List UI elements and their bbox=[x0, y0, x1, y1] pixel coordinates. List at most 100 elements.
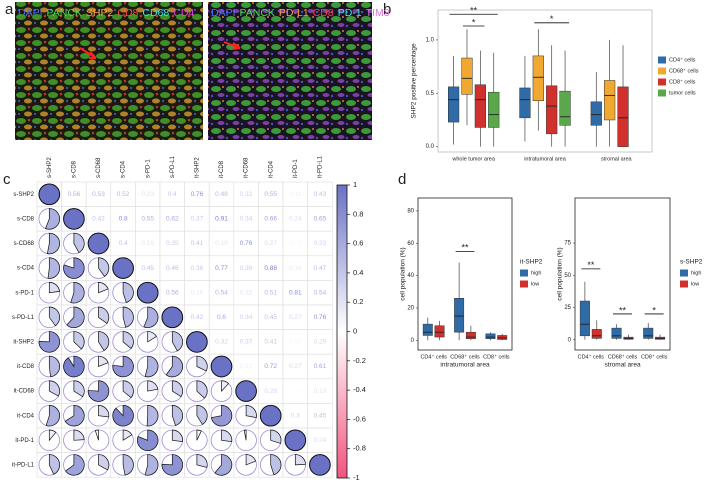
significance-label: ** bbox=[587, 260, 595, 270]
pie bbox=[171, 405, 183, 426]
corr-value: 0.91 bbox=[215, 216, 228, 223]
pie bbox=[165, 355, 183, 378]
y-tick-label: 25 bbox=[564, 305, 571, 311]
micrograph bbox=[208, 2, 372, 140]
row-label: s-CD4 bbox=[17, 266, 35, 272]
plot-frame bbox=[417, 197, 513, 351]
legend-label: tumor cells bbox=[669, 90, 696, 96]
box bbox=[474, 84, 486, 128]
corr-value: 0.65 bbox=[314, 216, 327, 223]
row-label: it-CD4 bbox=[17, 413, 35, 419]
corr-value: 0.28 bbox=[264, 388, 277, 395]
panel-label: b bbox=[383, 1, 391, 18]
cell bbox=[282, 329, 308, 355]
cell bbox=[85, 181, 112, 207]
legend-label: CD4⁺ cells bbox=[669, 56, 696, 63]
pie bbox=[284, 429, 307, 452]
x-tick-label: CD4⁺ cells bbox=[578, 353, 605, 360]
corr-value: 0.37 bbox=[240, 339, 253, 346]
pie bbox=[144, 454, 159, 476]
row-label: it-CD8 bbox=[17, 364, 35, 370]
pie bbox=[235, 380, 257, 402]
cell bbox=[135, 230, 161, 257]
pie bbox=[63, 257, 85, 279]
cell bbox=[110, 181, 136, 207]
pie bbox=[259, 404, 282, 427]
column-label: it-PD-L1 bbox=[317, 155, 323, 178]
row-label: it-SHP2 bbox=[13, 339, 34, 345]
panel-label: c bbox=[3, 171, 11, 188]
cell bbox=[61, 181, 87, 207]
legend-label: low bbox=[531, 281, 539, 287]
corr-value: 0.54 bbox=[314, 289, 327, 296]
cell bbox=[208, 255, 235, 281]
cell bbox=[307, 378, 333, 404]
pie bbox=[294, 454, 306, 466]
x-tick-label: stromal area bbox=[601, 156, 633, 162]
corr-value: 0.3 bbox=[291, 412, 300, 419]
pie bbox=[63, 208, 85, 230]
pie bbox=[98, 355, 109, 368]
corr-value: 0.52 bbox=[117, 191, 130, 198]
cell bbox=[159, 230, 185, 257]
channel-label: PD-1 bbox=[338, 7, 362, 19]
cell bbox=[208, 280, 235, 306]
row-label: it-PD-1 bbox=[15, 438, 34, 444]
box bbox=[461, 57, 473, 95]
corr-value: 0.8 bbox=[119, 216, 128, 223]
cell bbox=[307, 206, 333, 232]
column-label: s-SHP2 bbox=[47, 157, 53, 178]
corr-value: 0.76 bbox=[191, 191, 204, 198]
cell bbox=[307, 230, 333, 257]
channel-label: CD8 bbox=[313, 7, 334, 19]
cell bbox=[307, 255, 333, 281]
pie bbox=[270, 454, 282, 476]
pie bbox=[98, 454, 110, 471]
pie bbox=[47, 257, 60, 279]
pie bbox=[186, 331, 208, 353]
cell bbox=[258, 255, 284, 281]
pie bbox=[48, 429, 57, 442]
corr-value: 0.48 bbox=[215, 191, 228, 198]
pie bbox=[65, 454, 85, 476]
row-label: s-CD8 bbox=[17, 216, 35, 222]
corr-value: 0.32 bbox=[215, 339, 228, 346]
box bbox=[643, 327, 654, 339]
corr-value: 0.51 bbox=[264, 289, 277, 296]
pie bbox=[196, 355, 208, 372]
cell bbox=[282, 206, 308, 232]
x-tick-label: CD4⁺ cells bbox=[420, 353, 447, 360]
corr-value: 0.24 bbox=[314, 437, 327, 444]
channel-label: PANCK bbox=[47, 7, 82, 19]
pie bbox=[122, 429, 133, 441]
x-tick-label: whole tumor area bbox=[451, 156, 495, 162]
channel-label: DAPI bbox=[211, 7, 236, 19]
corr-value: 0.16 bbox=[191, 289, 204, 296]
y-axis-title: SHP2 positive percentage bbox=[411, 43, 418, 119]
corr-value: 0.81 bbox=[289, 289, 302, 296]
column-label: s-CD4 bbox=[121, 160, 127, 178]
pie bbox=[112, 405, 134, 427]
pie bbox=[45, 208, 60, 230]
corr-value: 0.47 bbox=[314, 265, 327, 272]
corr-value: 0.42 bbox=[92, 216, 105, 223]
channel-label: SHP2 bbox=[86, 7, 114, 19]
box bbox=[611, 327, 622, 339]
pie bbox=[245, 405, 257, 419]
channel-label: CD8 bbox=[117, 7, 138, 19]
cell bbox=[282, 255, 308, 281]
cell bbox=[110, 230, 136, 257]
pie bbox=[45, 405, 60, 427]
pie bbox=[64, 405, 85, 427]
cell bbox=[307, 280, 333, 306]
colorbar-tick-label: 0.8 bbox=[353, 209, 363, 218]
box bbox=[546, 85, 558, 135]
pie bbox=[122, 331, 134, 349]
cell bbox=[208, 230, 235, 257]
box bbox=[488, 91, 500, 128]
micrograph bbox=[15, 2, 203, 140]
corr-value: 0.55 bbox=[141, 216, 154, 223]
channel-label: PANCK bbox=[240, 7, 275, 19]
corr-value: 0.35 bbox=[166, 240, 179, 247]
pie bbox=[171, 331, 183, 352]
